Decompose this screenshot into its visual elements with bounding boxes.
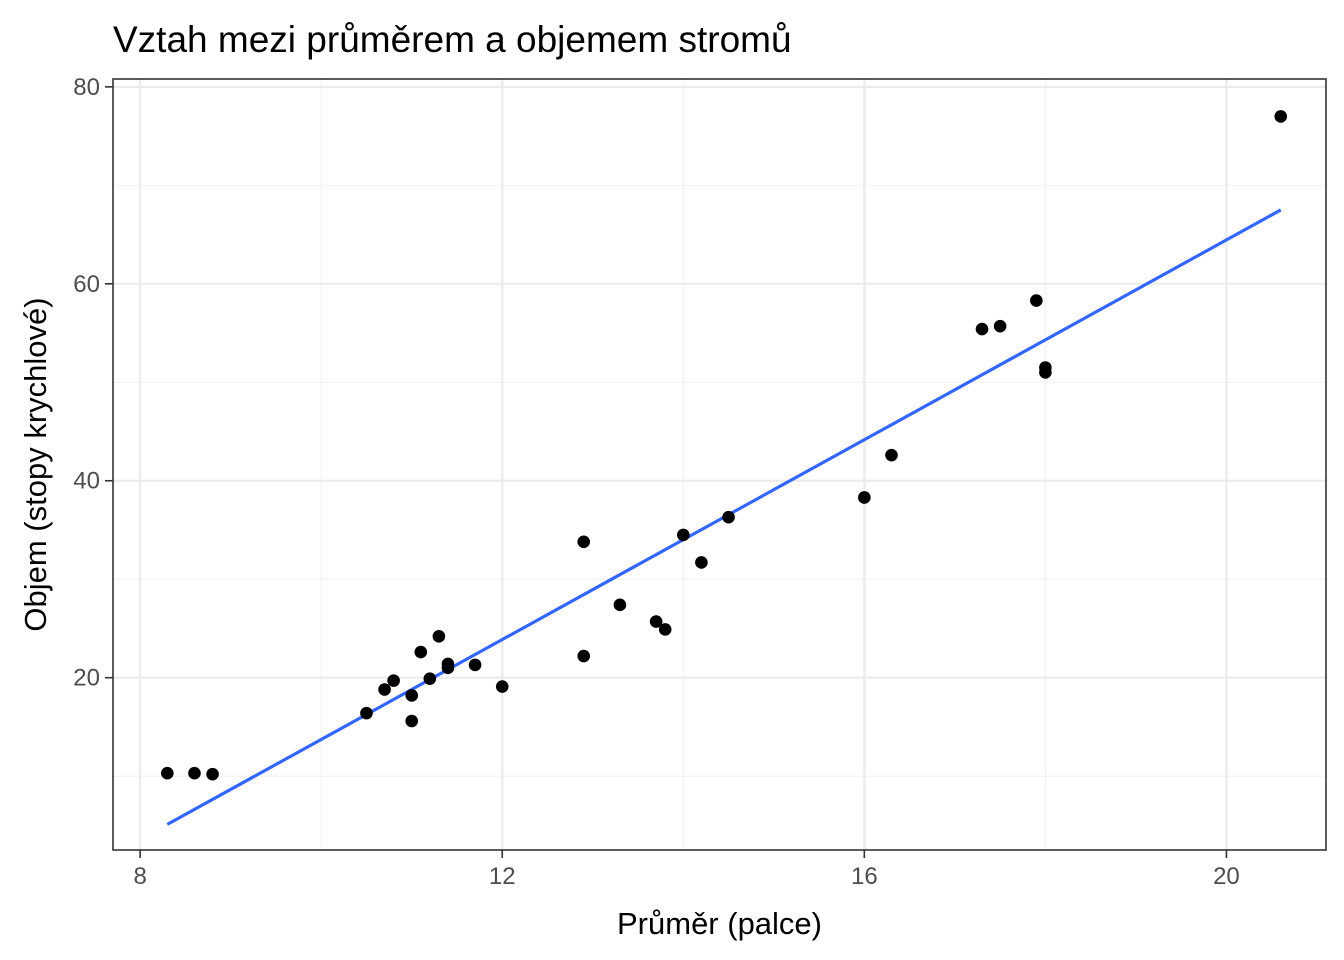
y-axis-label: Objem (stopy krychlové)	[18, 297, 53, 631]
data-point	[360, 706, 373, 720]
data-point	[161, 766, 174, 780]
data-point	[432, 630, 446, 643]
data-point	[975, 322, 989, 336]
x-axis-label: Průměr (palce)	[617, 906, 822, 941]
data-point	[405, 714, 419, 728]
data-point	[649, 615, 663, 628]
data-point	[188, 766, 201, 780]
y-tick-label: 40	[73, 468, 100, 495]
data-point	[613, 598, 627, 612]
data-point	[1030, 294, 1043, 307]
points-layer	[161, 110, 1288, 781]
x-tick-label: 16	[851, 863, 878, 890]
x-tick-label: 12	[489, 863, 516, 890]
y-tick-label: 20	[73, 665, 100, 692]
data-point	[405, 689, 419, 702]
x-tick-label: 8	[133, 863, 146, 890]
data-point	[441, 657, 455, 671]
y-tick-label: 80	[73, 74, 100, 101]
data-point	[577, 649, 591, 663]
data-point	[993, 319, 1007, 333]
minor-gridlines	[113, 79, 1326, 850]
data-point	[1039, 366, 1052, 379]
y-axis: 20 40 60 80	[73, 74, 113, 692]
chart-title: Vztah mezi průměrem a objemem stromů	[113, 19, 792, 60]
data-point	[378, 683, 391, 696]
data-point	[414, 645, 428, 659]
major-gridlines	[113, 79, 1326, 850]
panel-border	[112, 78, 1327, 851]
data-point	[695, 556, 708, 569]
data-point	[885, 448, 898, 462]
data-point	[1274, 110, 1288, 123]
data-point	[858, 491, 871, 504]
x-axis: 8 12 16 20	[133, 850, 1240, 890]
data-point	[387, 674, 400, 687]
x-tick-label: 20	[1213, 863, 1240, 890]
data-point	[722, 510, 735, 524]
data-point	[658, 623, 672, 636]
data-point	[577, 535, 591, 549]
data-point	[206, 767, 219, 781]
y-tick-label: 60	[73, 271, 100, 298]
data-point	[468, 658, 482, 672]
data-point	[676, 528, 690, 542]
data-point	[495, 680, 509, 693]
data-point	[423, 672, 437, 685]
